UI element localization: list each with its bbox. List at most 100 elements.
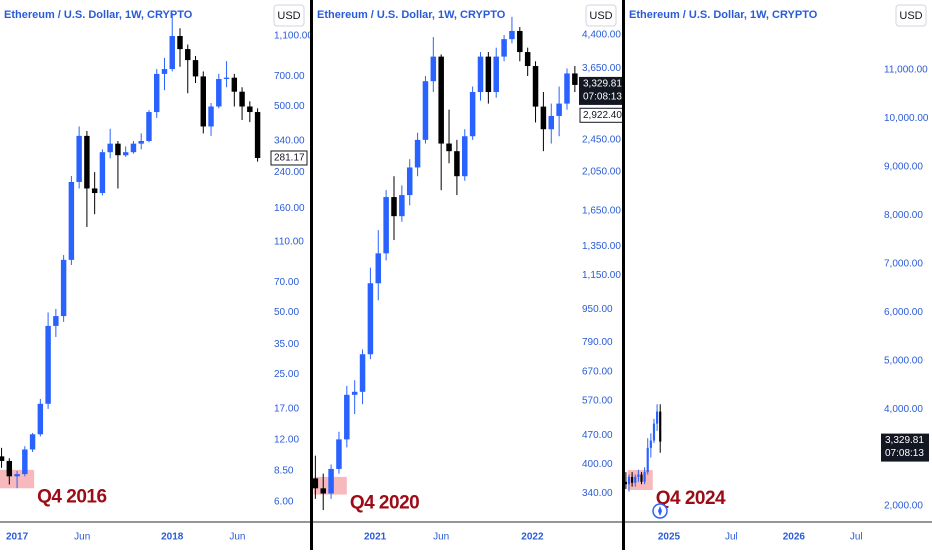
last-price-box	[881, 433, 929, 462]
candle-body	[462, 136, 468, 177]
y-tick-label: 8.50	[274, 466, 294, 477]
candle-body	[383, 197, 389, 254]
y-tick-label: 9,000.00	[884, 162, 923, 173]
candle-body	[161, 69, 168, 74]
y-tick-label: 6.00	[274, 497, 294, 508]
y-tick-label: 3,650.00	[582, 63, 621, 74]
candle-body	[200, 76, 206, 127]
x-tick-label: 2017	[6, 532, 29, 543]
candle-body	[6, 460, 13, 477]
candle-body	[399, 195, 405, 217]
candle-body	[501, 39, 507, 57]
candle-body	[446, 143, 452, 152]
y-tick-label: 2,050.00	[582, 166, 621, 177]
candle-body	[532, 66, 539, 107]
candle-body	[454, 151, 460, 177]
x-tick-label: 2022	[521, 532, 544, 543]
currency-button[interactable]	[273, 4, 305, 27]
candle-body	[313, 478, 319, 489]
candle-body	[517, 30, 523, 53]
y-tick-label: 2,000.00	[884, 501, 923, 512]
candle-body	[625, 481, 627, 485]
candle-body	[247, 106, 253, 113]
candle-body	[254, 112, 261, 158]
candle-body	[328, 468, 334, 494]
candle-body	[84, 135, 90, 189]
candle-body	[359, 354, 366, 392]
candle-body	[438, 56, 444, 144]
x-tick-label: 2025	[658, 532, 681, 543]
candle-body	[115, 143, 121, 156]
candle-body	[185, 49, 191, 61]
y-tick-label: 25.00	[274, 369, 299, 380]
y-tick-label: 17.00	[274, 404, 299, 415]
currency-label: USD	[899, 10, 922, 22]
candle-body	[351, 391, 358, 395]
candle-body	[91, 188, 98, 194]
candle-body	[649, 440, 652, 448]
candle-body	[652, 423, 656, 441]
y-tick-label: 570.00	[582, 396, 613, 407]
y-tick-label: 4,000.00	[884, 404, 923, 415]
chart-panel: Ethereum / U.S. Dollar, 1W, CRYPTO USD 4,4…	[313, 4, 622, 543]
last-price-box	[270, 150, 308, 166]
y-tick-label: 1,100.00	[274, 31, 313, 42]
highlight-zone	[627, 470, 653, 491]
y-tick-label: 950.00	[582, 304, 613, 315]
candle-body	[208, 106, 214, 127]
candle-body	[375, 253, 382, 284]
countdown-label: 07:08:13	[885, 448, 924, 459]
chart-title: Ethereum / U.S. Dollar, 1W, CRYPTO	[317, 9, 506, 21]
candle-body	[627, 476, 631, 485]
chart-title: Ethereum / U.S. Dollar, 1W, CRYPTO	[4, 9, 193, 21]
candle-body	[556, 103, 562, 116]
candle-body	[493, 56, 499, 93]
highlight-label: Q4 2016	[37, 486, 106, 507]
candle-body	[68, 181, 75, 260]
countdown-label: 07:08:13	[583, 92, 622, 103]
candle-body	[659, 411, 662, 442]
y-tick-label: 160.00	[274, 203, 305, 214]
candle-body	[414, 139, 421, 168]
y-tick-label: 4,400.00	[582, 30, 621, 41]
candle-body	[45, 325, 51, 404]
y-tick-label: 340.00	[274, 136, 305, 147]
candle-body	[548, 115, 555, 130]
candle-body	[154, 73, 160, 113]
candle-body	[239, 91, 245, 107]
y-tick-label: 6,000.00	[884, 307, 923, 318]
y-tick-label: 7,000.00	[884, 258, 923, 269]
y-tick-label: 400.00	[582, 459, 613, 470]
candle-body	[564, 73, 570, 104]
y-tick-label: 110.00	[274, 237, 304, 248]
x-tick-label: Jun	[74, 532, 90, 543]
event-icon[interactable]	[652, 503, 668, 519]
candle-body	[643, 472, 646, 482]
last-price-label: 3,329.81	[885, 435, 924, 446]
candle-body	[572, 73, 578, 85]
candle-body	[130, 143, 137, 153]
y-tick-label: 340.00	[582, 488, 613, 499]
currency-label: USD	[589, 10, 612, 22]
candle-body	[76, 135, 82, 182]
candle-body	[631, 476, 634, 483]
candle-body	[406, 167, 413, 196]
y-tick-label: 2,450.00	[582, 135, 621, 146]
candle-body	[320, 488, 326, 494]
currency-button[interactable]	[585, 4, 617, 27]
candle-body	[656, 411, 659, 424]
candle-body	[138, 140, 144, 144]
y-tick-label: 1,150.00	[582, 270, 621, 281]
y-tick-label: 12.00	[274, 435, 299, 446]
candle-body	[216, 79, 222, 107]
candle-body	[391, 197, 397, 217]
x-tick-label: Jun	[229, 532, 245, 543]
y-tick-label: 1,350.00	[582, 241, 621, 252]
chart-panel: Ethereum / U.S. Dollar, 1W, CRYPTO USD 1,1…	[0, 4, 313, 543]
candle-body	[99, 152, 106, 194]
currency-button[interactable]	[895, 4, 927, 27]
y-tick-label: 10,000.00	[884, 113, 929, 124]
candle-body	[146, 112, 152, 141]
